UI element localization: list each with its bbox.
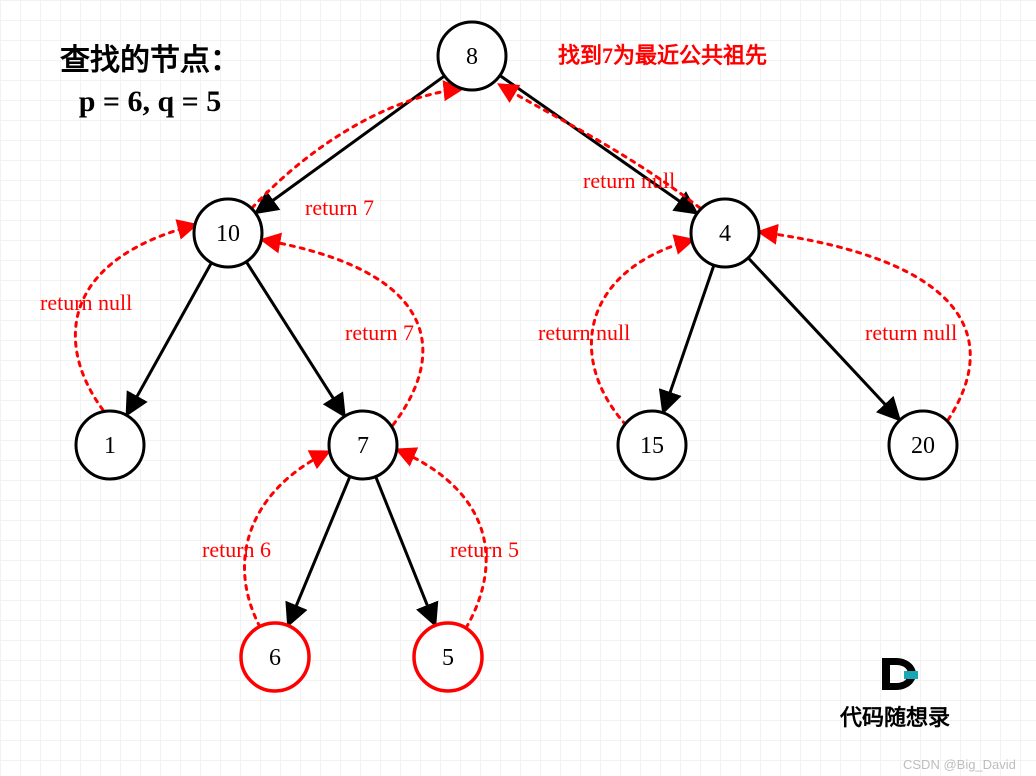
node-label: 6 — [269, 645, 281, 671]
return-label: return null — [538, 320, 630, 346]
return-label: return null — [40, 290, 132, 316]
title-line1: 查找的节点： — [60, 35, 240, 79]
tree-node: 15 — [618, 411, 686, 479]
title-line2: p = 6, q = 5 — [60, 85, 240, 119]
tree-node: 6 — [241, 623, 309, 691]
return-arc — [75, 225, 195, 410]
return-label: return 7 — [305, 195, 374, 221]
node-label: 10 — [216, 221, 240, 247]
result-annotation: 找到7为最近公共祖先 — [558, 38, 767, 70]
return-label: return null — [583, 168, 675, 194]
tree-node: 10 — [194, 199, 262, 267]
tree-node: 8 — [438, 22, 506, 90]
tree-edge — [289, 476, 350, 623]
tree-edge — [246, 262, 343, 415]
tree-node: 20 — [889, 411, 957, 479]
return-arc — [252, 89, 461, 208]
node-label: 5 — [442, 645, 454, 671]
watermark: CSDN @Big_David — [903, 757, 1016, 772]
logo-text: 代码随想录 — [840, 700, 950, 732]
node-label: 15 — [640, 433, 664, 459]
return-label: return null — [865, 320, 957, 346]
tree-edge — [257, 76, 444, 212]
node-label: 4 — [719, 221, 731, 247]
query-title: 查找的节点： p = 6, q = 5 — [60, 35, 240, 119]
return-label: return 6 — [202, 537, 271, 563]
tree-node: 4 — [691, 199, 759, 267]
tree-node: 1 — [76, 411, 144, 479]
node-label: 1 — [104, 433, 116, 459]
tree-node: 5 — [414, 623, 482, 691]
node-label: 8 — [466, 44, 478, 70]
tree-node: 7 — [329, 411, 397, 479]
tree-edge — [128, 263, 212, 414]
tree-edge — [376, 477, 435, 624]
node-label: 20 — [911, 433, 935, 459]
return-label: return 7 — [345, 320, 414, 346]
return-label: return 5 — [450, 537, 519, 563]
node-label: 7 — [357, 433, 369, 459]
tree-edge — [664, 265, 714, 411]
